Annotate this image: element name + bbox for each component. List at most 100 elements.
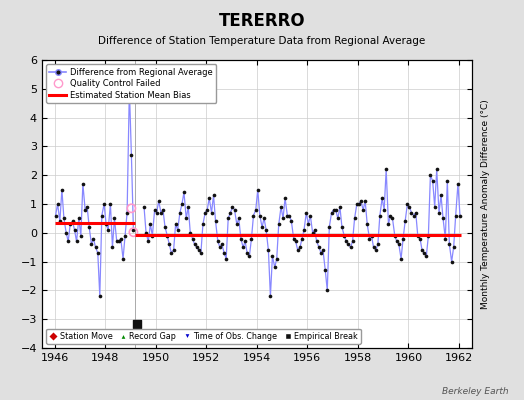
Point (144, 238, 152, 245)
Point (62, 230, 70, 236)
Point (94, 250, 102, 256)
Point (325, 224, 333, 230)
Point (245, 253, 254, 259)
Point (405, 204, 413, 210)
Point (380, 206, 388, 213)
Point (275, 221, 283, 227)
Point (416, 235, 424, 242)
Point (443, 178, 452, 184)
Point (439, 215, 447, 222)
Point (435, 210, 443, 216)
Point (201, 210, 210, 216)
Point (411, 210, 420, 216)
Point (315, 244, 323, 250)
Point (79, 181, 87, 187)
Point (104, 227, 112, 233)
Point (291, 238, 300, 245)
Point (334, 215, 342, 222)
Point (312, 238, 321, 245)
Point (97, 212, 106, 219)
Point (119, 256, 127, 262)
Point (226, 210, 235, 216)
Point (228, 204, 237, 210)
Point (348, 238, 357, 245)
Point (237, 235, 245, 242)
Point (88, 241, 96, 248)
Point (208, 210, 216, 216)
Point (243, 250, 252, 256)
Point (77, 232, 85, 239)
Point (279, 215, 287, 222)
Point (407, 210, 416, 216)
Point (392, 238, 401, 245)
Point (432, 166, 441, 173)
Point (171, 221, 180, 227)
Point (452, 212, 460, 219)
Point (323, 287, 332, 294)
Point (163, 232, 171, 239)
Point (304, 221, 312, 227)
Point (176, 210, 184, 216)
Point (121, 232, 129, 239)
Point (178, 201, 186, 207)
Point (216, 244, 224, 250)
Point (235, 215, 243, 222)
Point (270, 264, 279, 270)
Point (106, 201, 115, 207)
Point (173, 227, 182, 233)
Point (133, 320, 141, 327)
Point (184, 204, 192, 210)
Point (355, 201, 363, 207)
Point (150, 206, 159, 213)
Point (83, 204, 91, 210)
Point (431, 204, 439, 210)
Point (127, 152, 136, 158)
Point (115, 238, 123, 245)
Point (195, 247, 203, 253)
Point (110, 215, 118, 222)
Point (357, 198, 365, 204)
Legend: Station Move, Record Gap, Time of Obs. Change, Empirical Break: Station Move, Record Gap, Time of Obs. C… (46, 328, 361, 344)
Point (336, 204, 344, 210)
Point (66, 221, 74, 227)
Point (454, 181, 462, 187)
Point (81, 206, 89, 213)
Point (450, 244, 458, 250)
Point (108, 244, 117, 250)
Point (342, 238, 351, 245)
Point (140, 204, 148, 210)
Point (159, 206, 167, 213)
Point (365, 235, 374, 242)
Point (222, 256, 231, 262)
Point (129, 229, 138, 236)
Point (384, 221, 392, 227)
Point (125, 86, 134, 92)
Point (161, 224, 169, 230)
Point (202, 330, 211, 337)
Point (89, 235, 97, 242)
Point (378, 195, 386, 202)
Point (287, 218, 296, 224)
Point (102, 221, 111, 227)
Point (298, 235, 306, 242)
Point (403, 201, 411, 207)
Point (437, 192, 445, 198)
Point (113, 238, 121, 245)
Point (146, 221, 155, 227)
Point (51, 212, 60, 219)
Point (214, 238, 222, 245)
Point (359, 206, 367, 213)
Point (369, 244, 378, 250)
Point (445, 241, 454, 248)
Point (338, 224, 346, 230)
Point (262, 227, 270, 233)
Point (382, 166, 390, 173)
Point (266, 293, 275, 299)
Point (241, 330, 249, 337)
Point (169, 247, 178, 253)
Point (56, 218, 64, 224)
Point (330, 206, 338, 213)
Point (397, 256, 405, 262)
Point (199, 221, 207, 227)
Point (285, 212, 293, 219)
